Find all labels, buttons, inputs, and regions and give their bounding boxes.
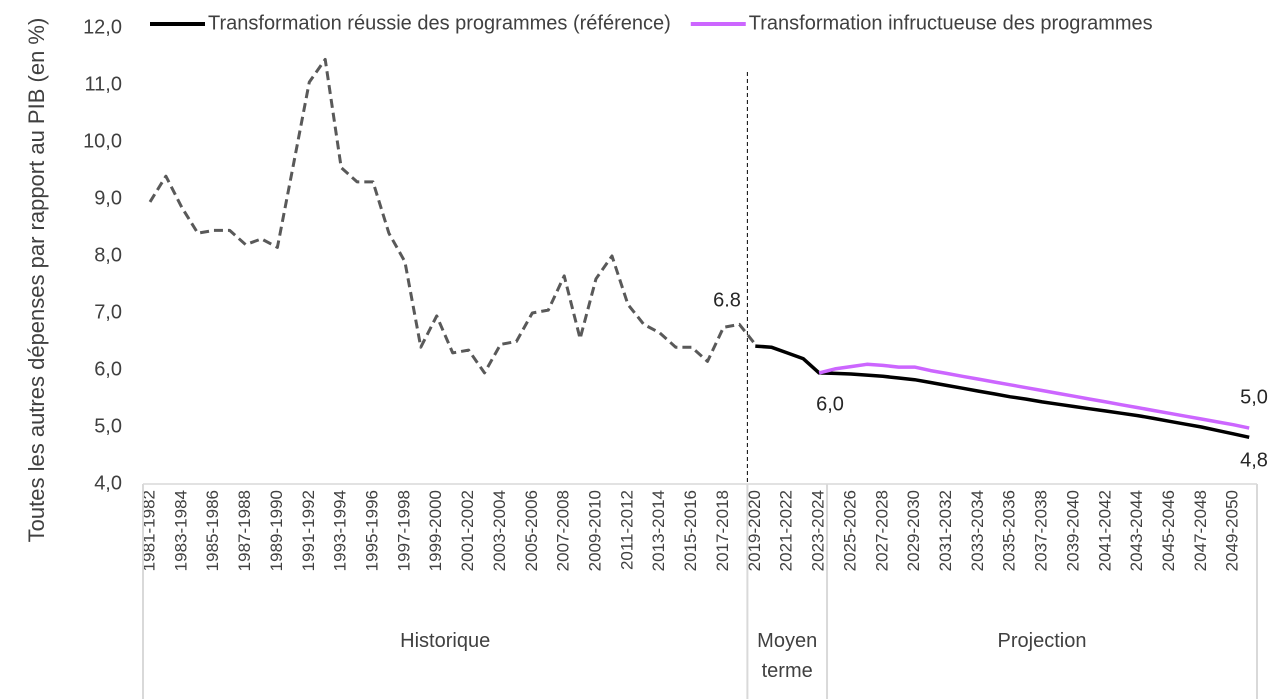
x-tick-label: 2019-2020: [745, 490, 764, 571]
legend-label: Transformation réussie des programmes (r…: [208, 12, 671, 34]
y-tick-label: 8,0: [94, 244, 122, 266]
y-tick-label: 10,0: [83, 130, 122, 152]
annotation: 6,0: [816, 393, 844, 415]
y-tick-label: 4,0: [94, 472, 122, 494]
x-tick-label: 2003-2004: [490, 490, 509, 571]
x-tick-label: 2025-2026: [840, 490, 859, 571]
annotation: 5,0: [1240, 386, 1268, 408]
group-label: Moyen terme: [757, 630, 818, 682]
group-label: Historique: [400, 630, 491, 652]
x-tick-label: 2037-2038: [1032, 490, 1051, 571]
x-tick-label: 1997-1998: [394, 490, 413, 571]
x-tick-label: 1999-2000: [426, 490, 445, 571]
series-line: [818, 362, 1250, 430]
x-tick-label: 1987-1988: [235, 490, 254, 571]
x-tick-label: 2021-2022: [777, 490, 796, 571]
x-tick-label: 2039-2040: [1063, 490, 1082, 571]
annotation: 6.8: [713, 289, 741, 311]
x-tick-label: 2041-2042: [1095, 490, 1114, 571]
x-tick-label: 1989-1990: [267, 490, 286, 571]
x-tick-label: 2017-2018: [713, 490, 732, 571]
x-tick-label: 1991-1992: [299, 490, 318, 571]
x-tick-label: 1993-1994: [331, 490, 350, 571]
x-tick-label: 2005-2006: [522, 490, 541, 571]
group-label: Projection: [997, 630, 1087, 652]
x-tick-label: 1983-1984: [171, 490, 190, 571]
x-tick-label: 2009-2010: [586, 490, 605, 571]
x-tick-label: 2015-2016: [681, 490, 700, 571]
x-tick-label: 2033-2034: [968, 490, 987, 571]
x-tick-label: 2031-2032: [936, 490, 955, 571]
y-tick-label: 12,0: [83, 16, 122, 38]
series-line: [755, 344, 1250, 440]
annotation: 4,8: [1240, 449, 1268, 471]
x-tick-label: 2011-2012: [617, 490, 636, 570]
x-tick-label: 1985-1986: [203, 490, 222, 571]
y-tick-label: 7,0: [94, 301, 122, 323]
y-tick-label: 11,0: [85, 73, 122, 95]
series-line: [148, 57, 757, 375]
x-tick-label: 2043-2044: [1127, 490, 1146, 571]
x-tick-label: 2047-2048: [1191, 490, 1210, 571]
x-tick-label: 2029-2030: [904, 490, 923, 571]
x-tick-label: 2023-2024: [809, 490, 828, 571]
x-tick-label: 2027-2028: [872, 490, 891, 571]
y-axis-label: Toutes les autres dépenses par rapport a…: [24, 17, 49, 543]
legend-label: Transformation infructueuse des programm…: [749, 12, 1153, 34]
y-tick-label: 5,0: [94, 415, 122, 437]
x-tick-label: 2045-2046: [1159, 490, 1178, 571]
y-tick-label: 6,0: [94, 358, 122, 380]
x-tick-label: 1981-1982: [139, 490, 158, 571]
x-tick-label: 2001-2002: [458, 490, 477, 571]
x-tick-label: 2007-2008: [554, 490, 573, 571]
x-tick-label: 1995-1996: [363, 490, 382, 571]
x-tick-label: 2049-2050: [1223, 490, 1242, 571]
x-tick-label: 2035-2036: [1000, 490, 1019, 571]
x-tick-label: 2013-2014: [649, 490, 668, 571]
y-tick-label: 9,0: [94, 187, 122, 209]
